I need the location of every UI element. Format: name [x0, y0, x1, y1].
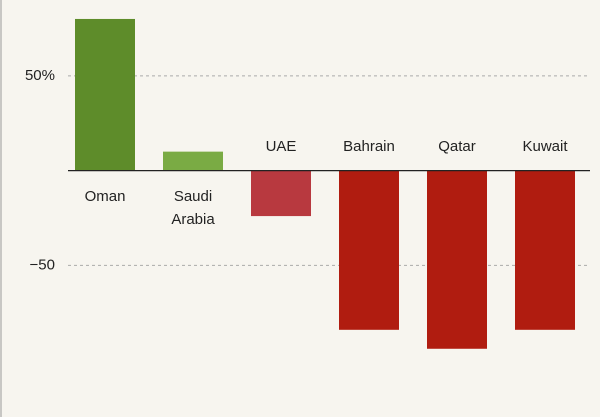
category-label: Qatar [438, 137, 476, 155]
y-tick-label: 50% [25, 67, 55, 84]
category-label: Kuwait [522, 137, 568, 155]
category-label: Bahrain [343, 137, 395, 155]
category-label: Saudi Arabia [171, 187, 215, 228]
category-label: Oman [84, 187, 126, 205]
bar [339, 170, 399, 330]
y-tick-label: −50 [30, 256, 55, 273]
bar [515, 170, 575, 330]
bar [75, 18, 135, 171]
bar [251, 170, 311, 217]
bar [163, 151, 223, 171]
bar [427, 170, 487, 349]
category-label: UAE [265, 137, 297, 155]
